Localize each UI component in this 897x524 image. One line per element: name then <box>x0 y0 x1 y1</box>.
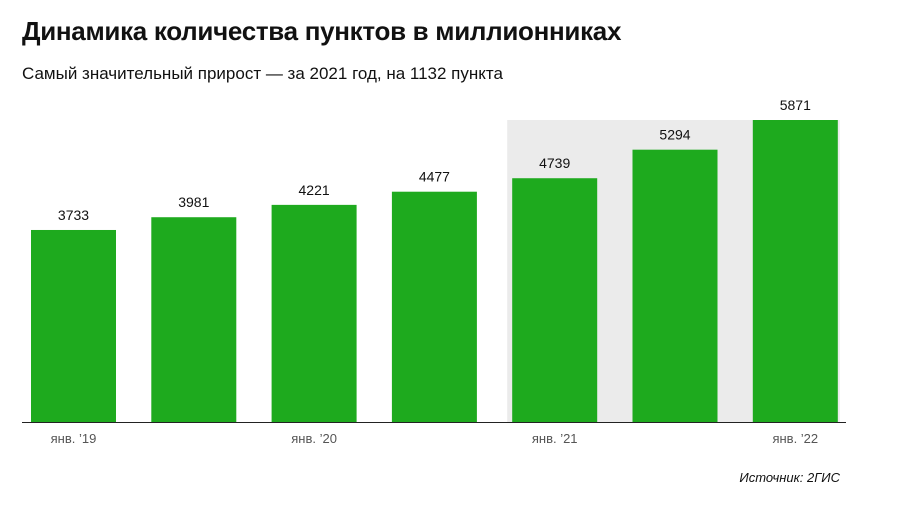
bar-0 <box>31 229 116 422</box>
x-tick-label-4: янв. ’21 <box>532 431 578 446</box>
chart-title: Динамика количества пунктов в миллионник… <box>22 16 622 46</box>
x-tick-label-0: янв. ’19 <box>51 431 97 446</box>
data-label-4: 4739 <box>539 155 570 171</box>
bar-3 <box>391 191 477 422</box>
x-tick-label-6: янв. ’22 <box>772 431 818 446</box>
chart-subtitle: Самый значительный прирост — за 2021 год… <box>22 64 503 83</box>
data-label-1: 3981 <box>178 194 209 210</box>
bar-6 <box>752 120 838 422</box>
data-label-6: 5871 <box>780 97 811 113</box>
data-label-2: 4221 <box>299 182 330 198</box>
source-note: Источник: 2ГИС <box>739 470 840 485</box>
data-label-3: 4477 <box>419 169 450 185</box>
bar-2 <box>271 204 357 422</box>
bar-1 <box>151 217 237 422</box>
bar-4 <box>512 178 598 422</box>
bar-5 <box>632 149 718 422</box>
x-tick-label-2: янв. ’20 <box>291 431 337 446</box>
data-label-5: 5294 <box>659 127 690 143</box>
data-label-0: 3733 <box>58 207 89 223</box>
